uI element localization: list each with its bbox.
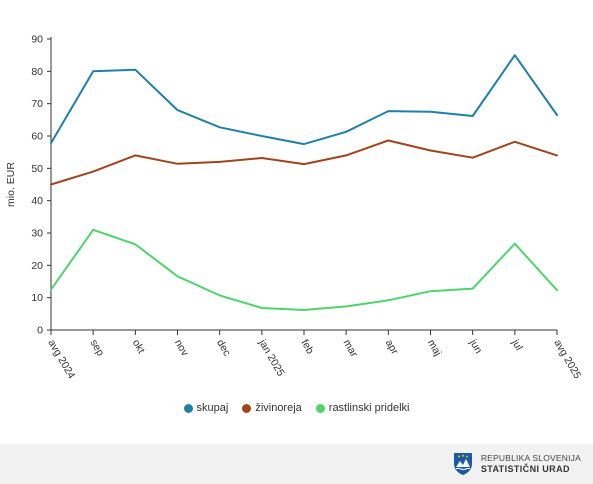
logo-text-line1: REPUBLIKA SLOVENIJA (480, 453, 581, 463)
y-tick-label: 40 (31, 195, 43, 207)
x-tick-label: sep (88, 338, 107, 359)
line-chart: 0 10 20 30 40 50 60 70 80 90 mio. EUR avg 2024 sep ok… (5, 34, 583, 382)
x-tick-label: maj (425, 338, 444, 359)
x-tick-label: okt (130, 338, 147, 356)
y-tick-label: 30 (31, 228, 43, 240)
y-tick-label: 10 (31, 292, 43, 304)
x-tick-label: feb (298, 338, 316, 357)
y-tick-label: 80 (31, 66, 43, 78)
legend-marker-rastlinski-pridelki (315, 403, 325, 413)
x-tick-label: avg 2024 (45, 338, 77, 382)
legend-item-zivinoreja[interactable]: živinoreja (242, 402, 302, 414)
legend-item-rastlinski-pridelki[interactable]: rastlinski pridelki (315, 402, 410, 414)
y-tick-label: 0 (37, 325, 43, 337)
series-line-0 (50, 54, 558, 146)
footer-bar: REPUBLIKA SLOVENIJA STATISTIČNI URAD (0, 444, 593, 484)
x-tick-label: jan 2025 (256, 337, 287, 379)
x-tick-label: apr (383, 338, 401, 358)
sursi-logo[interactable]: REPUBLIKA SLOVENIJA STATISTIČNI URAD (453, 452, 581, 476)
series-line-1 (50, 139, 558, 186)
legend-label-skupaj: skupaj (196, 402, 229, 414)
x-tick-label: mar (341, 338, 361, 360)
x-tick-label: jul (509, 337, 525, 353)
series-line-2 (50, 228, 558, 311)
legend-marker-zivinoreja (242, 403, 252, 413)
y-tick-label: 20 (31, 260, 43, 272)
x-tick-label: dec (214, 338, 233, 359)
chart-legend: skupaj živinoreja rastlinski pridelki (0, 402, 593, 414)
legend-item-skupaj[interactable]: skupaj (183, 402, 229, 414)
x-tick-label: nov (172, 338, 191, 359)
x-tick-label: avg 2025 (551, 338, 583, 382)
x-tick-label: jun (467, 337, 485, 356)
logo-text-line2: STATISTIČNI URAD (480, 464, 570, 474)
slovenia-coat-of-arms-icon (453, 453, 472, 475)
y-tick-label: 70 (31, 98, 43, 110)
y-tick-label: 50 (31, 163, 43, 175)
legend-marker-skupaj (183, 403, 193, 413)
y-tick-label: 90 (31, 34, 43, 46)
y-axis-title: mio. EUR (5, 162, 17, 207)
legend-label-rastlinski-pridelki: rastlinski pridelki (328, 402, 410, 414)
legend-label-zivinoreja: živinoreja (255, 402, 302, 414)
y-tick-label: 60 (31, 131, 43, 143)
